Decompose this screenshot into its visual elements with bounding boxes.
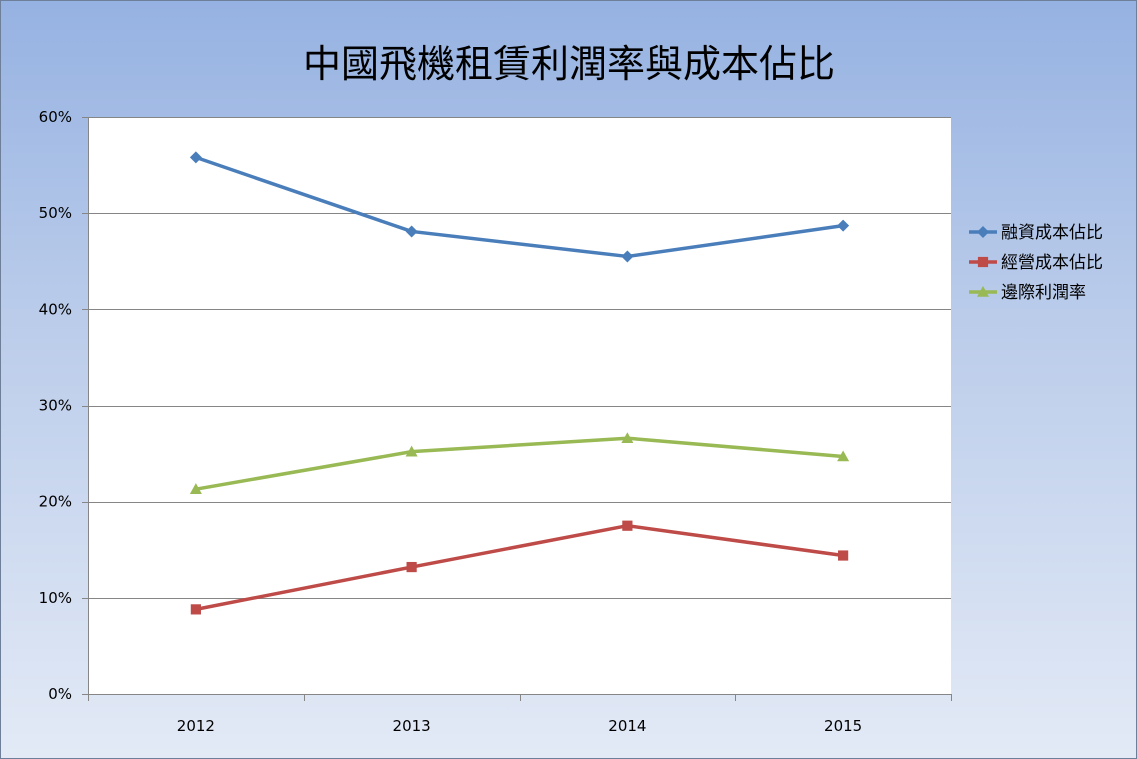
series-line — [195, 436, 844, 491]
y-tick-label: 60% — [39, 108, 72, 126]
y-tick-label: 50% — [39, 204, 72, 222]
chart-title: 中國飛機租賃利潤率與成本佔比 — [303, 42, 835, 86]
data-point-diamond — [837, 219, 850, 232]
series-line — [195, 155, 844, 259]
legend-marker-diamond — [977, 226, 989, 238]
legend-marker-square — [977, 256, 989, 268]
x-tick-label: 2014 — [608, 717, 646, 735]
x-tick-label: 2012 — [177, 717, 215, 735]
data-point-square — [190, 604, 201, 615]
data-point-diamond — [621, 250, 634, 263]
x-tick-label: 2015 — [824, 717, 862, 735]
y-tick-label: 20% — [39, 493, 72, 511]
data-point-triangle — [621, 432, 634, 443]
legend-label: 邊際利潤率 — [1001, 283, 1086, 303]
data-point-triangle — [837, 450, 850, 462]
y-tick-label: 10% — [39, 589, 72, 607]
legend-label: 融資成本佔比 — [1001, 223, 1103, 243]
y-tick-label: 40% — [39, 300, 72, 318]
data-point-square — [406, 561, 417, 573]
data-point-diamond — [189, 151, 202, 164]
legend-marker-triangle — [977, 286, 989, 297]
series-group — [189, 151, 850, 615]
legend-label: 經營成本佔比 — [1001, 253, 1103, 273]
axes: 0% 10% 20% 30% 40% 50% 60% 2012 2013 2014 2015 — [39, 108, 952, 735]
gridlines — [88, 117, 951, 599]
y-tick-label: 0% — [48, 685, 72, 703]
data-point-square — [622, 520, 633, 531]
plot-area — [88, 117, 951, 694]
data-point-triangle — [405, 445, 418, 457]
data-point-triangle — [189, 483, 202, 494]
data-point-diamond — [405, 225, 418, 238]
y-tick-label: 30% — [39, 397, 72, 415]
data-point-square — [838, 550, 849, 561]
x-tick-label: 2013 — [393, 717, 431, 735]
series-line — [195, 523, 844, 612]
